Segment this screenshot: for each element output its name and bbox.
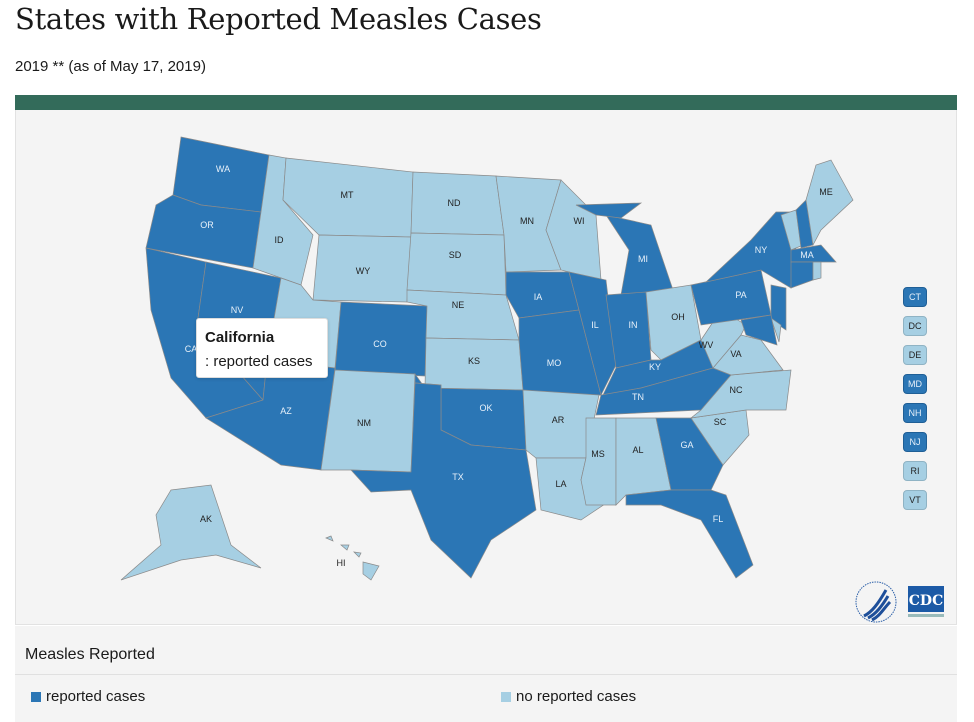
state-co[interactable] xyxy=(334,301,428,377)
state-shape[interactable] xyxy=(790,261,814,289)
legend-swatch xyxy=(31,691,41,702)
small-state-ct[interactable]: CT xyxy=(903,287,927,307)
state-shape[interactable] xyxy=(770,317,782,343)
small-state-ri[interactable]: RI xyxy=(903,461,927,481)
state-hi[interactable] xyxy=(325,535,380,581)
state-md[interactable] xyxy=(740,314,778,346)
state-fl[interactable] xyxy=(625,489,754,579)
small-state-nj[interactable]: NJ xyxy=(903,432,927,452)
header-bar xyxy=(15,95,957,110)
state-nm[interactable] xyxy=(320,369,416,473)
map-panel: WAORCANVIDMTWYUTCOAZNMNDSDNEKSOKTXMNIAMO… xyxy=(15,110,957,625)
legend-label: no reported cases xyxy=(516,688,637,705)
state-shape[interactable] xyxy=(655,417,724,491)
state-ri[interactable] xyxy=(812,261,822,281)
state-shape[interactable] xyxy=(205,359,336,471)
state-nj[interactable] xyxy=(770,284,787,331)
state-ak[interactable] xyxy=(120,484,262,581)
state-shape[interactable] xyxy=(505,271,580,319)
state-ia[interactable] xyxy=(505,271,580,319)
tooltip: California : reported cases xyxy=(196,318,328,378)
legend-title: Measles Reported xyxy=(25,646,155,663)
legend-item-reported[interactable]: reported cases xyxy=(31,688,145,705)
small-state-nh[interactable]: NH xyxy=(903,403,927,423)
tooltip-state-name: California xyxy=(205,329,275,346)
state-shape[interactable] xyxy=(410,171,505,236)
logos: CDC xyxy=(854,578,964,632)
state-shape[interactable] xyxy=(568,271,617,396)
page-title: States with Reported Measles Cases xyxy=(15,2,542,36)
state-shape[interactable] xyxy=(424,337,524,391)
state-shape[interactable] xyxy=(740,314,778,346)
small-state-dc[interactable]: DC xyxy=(903,316,927,336)
state-shape[interactable] xyxy=(575,202,643,219)
svg-text:CDC: CDC xyxy=(909,593,943,609)
state-ks[interactable] xyxy=(424,337,524,391)
state-shape[interactable] xyxy=(340,544,350,551)
state-shape[interactable] xyxy=(790,244,837,263)
divider xyxy=(15,674,957,675)
state-shape[interactable] xyxy=(320,369,416,473)
legend-label: reported cases xyxy=(46,688,146,705)
state-ma[interactable] xyxy=(790,244,837,263)
legend-swatch xyxy=(501,691,511,702)
small-state-vt[interactable]: VT xyxy=(903,490,927,510)
state-shape[interactable] xyxy=(312,234,412,303)
cdc-logo: CDC xyxy=(908,586,944,617)
small-state-de[interactable]: DE xyxy=(903,345,927,365)
state-shape[interactable] xyxy=(805,159,854,247)
legend: Measles Reported reported cases no repor… xyxy=(15,626,957,722)
state-label: HI xyxy=(337,558,346,568)
state-shape[interactable] xyxy=(406,232,507,296)
state-ms[interactable] xyxy=(580,417,617,506)
state-ct[interactable] xyxy=(790,261,814,289)
state-shape[interactable] xyxy=(350,382,537,579)
state-shape[interactable] xyxy=(605,214,674,296)
state-sd[interactable] xyxy=(406,232,507,296)
state-il[interactable] xyxy=(568,271,617,396)
state-shape[interactable] xyxy=(325,535,334,542)
state-tx[interactable] xyxy=(350,382,537,579)
state-shape[interactable] xyxy=(334,301,428,377)
state-de[interactable] xyxy=(770,317,782,343)
tooltip-value: : reported cases xyxy=(205,353,313,370)
state-me[interactable] xyxy=(805,159,854,247)
small-state-md[interactable]: MD xyxy=(903,374,927,394)
legend-item-none[interactable]: no reported cases xyxy=(501,688,636,705)
state-shape[interactable] xyxy=(353,551,362,558)
us-map: WAORCANVIDMTWYUTCOAZNMNDSDNEKSOKTXMNIAMO… xyxy=(120,136,854,581)
state-shape[interactable] xyxy=(625,489,754,579)
state-az[interactable] xyxy=(205,359,336,471)
state-wy[interactable] xyxy=(312,234,412,303)
state-shape[interactable] xyxy=(770,284,787,331)
state-shape[interactable] xyxy=(120,484,262,581)
hhs-logo xyxy=(855,581,897,623)
state-nd[interactable] xyxy=(410,171,505,236)
state-shape[interactable] xyxy=(580,417,617,506)
state-shape[interactable] xyxy=(812,261,822,281)
state-shape[interactable] xyxy=(362,561,380,581)
subtitle: 2019 ** (as of May 17, 2019) xyxy=(15,58,206,75)
state-ga[interactable] xyxy=(655,417,724,491)
